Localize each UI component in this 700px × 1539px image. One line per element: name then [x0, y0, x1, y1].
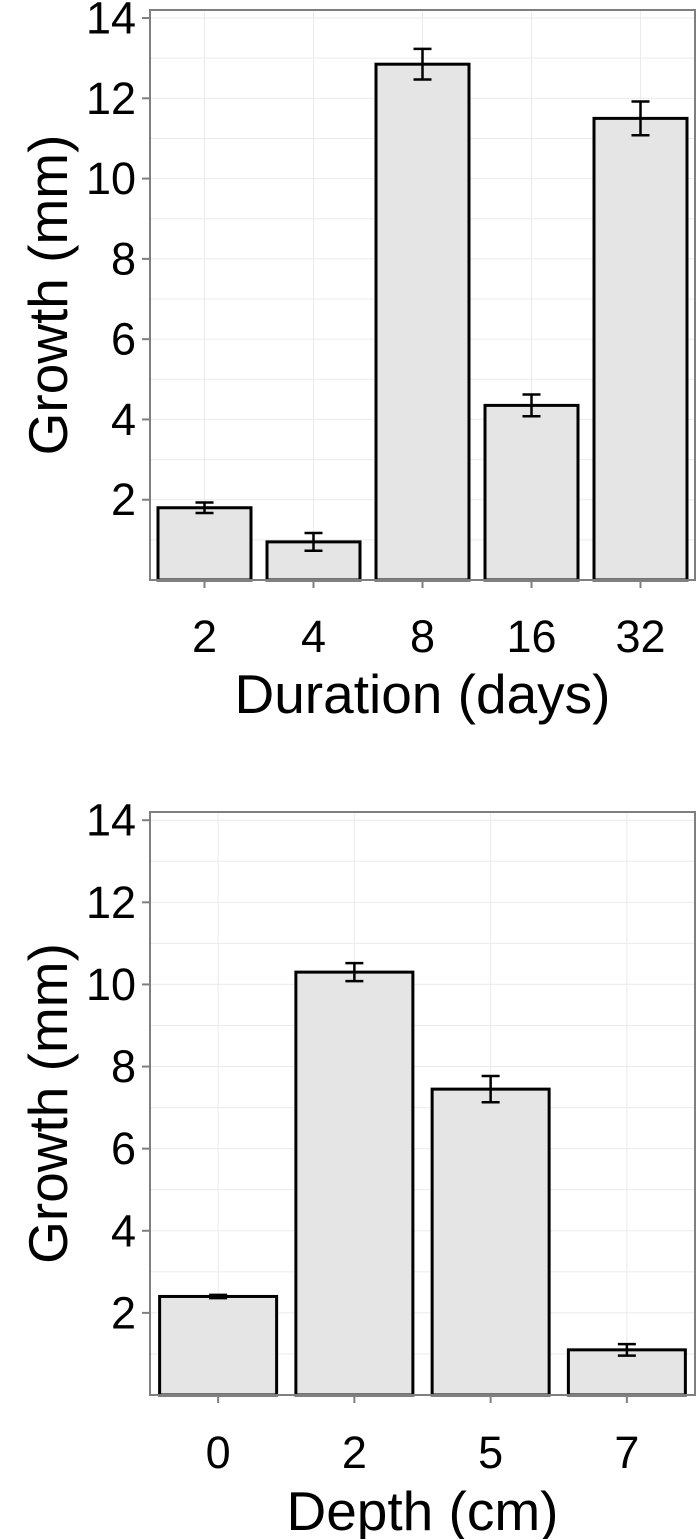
error-bar-2 [345, 961, 364, 983]
y-tick-label: 10 [86, 959, 136, 1010]
y-tick-label: 4 [111, 394, 136, 445]
y-axis: 2 4 6 8 10 12 14 [86, 795, 150, 1338]
y-tick-label: 2 [111, 1287, 136, 1338]
y-tick-label: 10 [86, 153, 136, 204]
bar-16 [483, 403, 580, 582]
bar-5 [430, 1087, 551, 1397]
x-tick-label: 32 [615, 611, 665, 662]
error-bar-32 [631, 100, 650, 137]
y-tick-label: 14 [86, 795, 136, 846]
bars [156, 62, 689, 582]
y-tick-label: 12 [86, 877, 136, 928]
error-bars [195, 47, 650, 552]
x-tick-label: 2 [192, 611, 217, 662]
x-axis: 0 2 5 7 [206, 1395, 639, 1478]
error-bar-7 [617, 1342, 636, 1357]
y-tick-label: 8 [111, 1041, 136, 1092]
x-tick-label: 16 [506, 611, 556, 662]
x-tick-label: 7 [614, 1427, 639, 1478]
bar-0 [158, 1294, 279, 1397]
bar-2 [156, 506, 253, 582]
error-bar-5 [481, 1074, 500, 1104]
x-axis-title: Duration (days) [235, 663, 611, 725]
bar-7 [566, 1348, 687, 1397]
y-axis: 2 4 6 8 10 12 14 [86, 0, 150, 525]
bar-32 [592, 116, 689, 582]
panel-border [149, 811, 696, 1396]
y-tick-label: 12 [86, 73, 136, 124]
error-bars [209, 961, 636, 1357]
y-tick-label: 14 [86, 0, 136, 44]
x-tick-label: 5 [478, 1427, 503, 1478]
y-tick-label: 6 [111, 1123, 136, 1174]
error-bar-0 [209, 1293, 228, 1300]
x-axis: 2 4 8 16 32 [192, 580, 666, 662]
y-tick-label: 6 [111, 314, 136, 365]
y-tick-label: 8 [111, 233, 136, 284]
error-bar-8 [413, 47, 432, 81]
x-tick-label: 0 [206, 1427, 231, 1478]
y-tick-label: 4 [111, 1205, 136, 1256]
error-bar-16 [522, 393, 541, 418]
bar-2 [294, 970, 415, 1397]
x-tick-label: 2 [342, 1427, 367, 1478]
y-axis-title: Growth (mm) [17, 943, 79, 1264]
error-bar-4 [304, 531, 323, 552]
x-axis-title: Depth (cm) [287, 1480, 559, 1539]
y-tick-label: 2 [111, 474, 136, 525]
error-bar-2 [195, 501, 214, 515]
x-tick-label: 8 [410, 611, 435, 662]
x-tick-label: 4 [301, 611, 326, 662]
bar-8 [374, 62, 471, 582]
bars [158, 970, 687, 1397]
y-axis-title: Growth (mm) [17, 135, 79, 456]
depth-chart: 2 4 6 8 10 12 14 0 2 5 7 Depth (cm) Growth (mm) [17, 795, 696, 1539]
